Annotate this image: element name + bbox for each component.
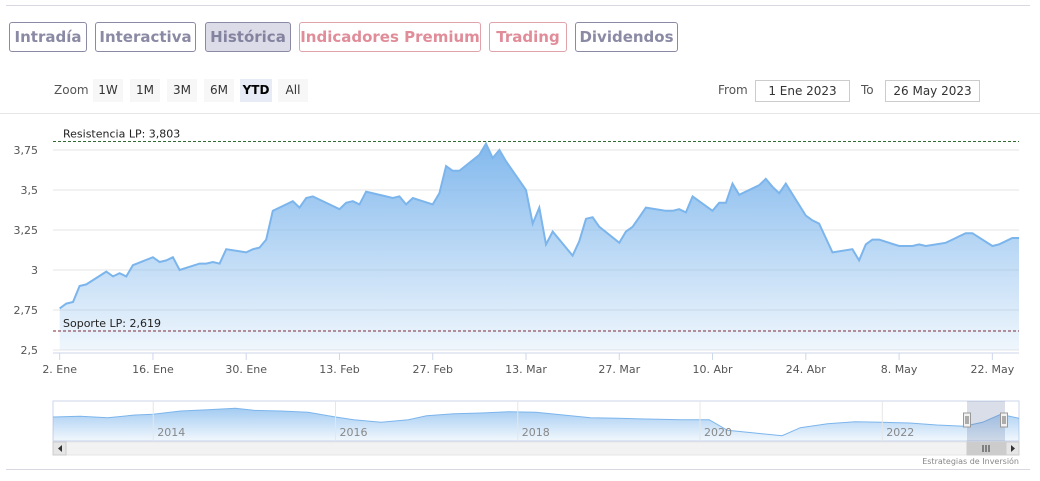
series-area [59, 143, 1019, 350]
x-tick-label: 2. Ene [42, 363, 77, 376]
navigator-handle-right[interactable] [1000, 412, 1008, 428]
zoom-ytd-button[interactable]: YTD [240, 79, 272, 102]
top-divider [6, 5, 1030, 6]
tab-historica[interactable]: Histórica [205, 22, 291, 52]
arrow-left-icon [58, 445, 62, 452]
x-tick-label: 22. May [970, 363, 1014, 376]
zoom-1w-button[interactable]: 1W [93, 79, 123, 102]
navigator-year-label: 2022 [886, 426, 914, 439]
y-tick-label: 2,75 [14, 304, 39, 317]
to-date-input[interactable] [885, 80, 980, 102]
y-tick-label: 2,5 [21, 344, 39, 357]
x-tick-label: 10. Abr [693, 363, 733, 376]
zoom-all-button[interactable]: All [278, 79, 308, 102]
x-tick-label: 13. Mar [505, 363, 547, 376]
tab-dividendos[interactable]: Dividendos [575, 22, 678, 52]
from-label: From [718, 83, 748, 97]
x-tick-label: 13. Feb [319, 363, 359, 376]
tab-indicadores-premium[interactable]: Indicadores Premium [299, 22, 481, 52]
x-tick-label: 8. May [881, 363, 918, 376]
x-tick-label: 27. Mar [598, 363, 640, 376]
y-tick-label: 3,25 [14, 224, 39, 237]
zoom-6m-button[interactable]: 6M [204, 79, 234, 102]
navigator-year-label: 2016 [340, 426, 368, 439]
y-tick-label: 3 [31, 264, 38, 277]
y-tick-label: 3,5 [21, 184, 39, 197]
y-tick-label: 3,75 [14, 144, 39, 157]
zoom-3m-button[interactable]: 3M [167, 79, 197, 102]
resistance-label: Resistencia LP: 3,803 [63, 128, 180, 141]
navigator-year-label: 2020 [704, 426, 732, 439]
tab-trading[interactable]: Trading [489, 22, 567, 52]
x-tick-label: 24. Abr [786, 363, 826, 376]
x-tick-label: 27. Feb [413, 363, 453, 376]
x-tick-label: 16. Ene [132, 363, 174, 376]
navigator-year-label: 2014 [157, 426, 185, 439]
scrollbar-track [52, 441, 1020, 456]
to-label: To [861, 83, 874, 97]
navigator-line [52, 407, 1020, 437]
from-date-input[interactable] [755, 80, 850, 102]
zoom-1m-button[interactable]: 1M [130, 79, 160, 102]
credits-text: Estrategias de Inversión [922, 457, 1019, 466]
tab-intradia[interactable]: Intradía [9, 22, 87, 52]
zoom-label: Zoom [54, 83, 89, 97]
x-tick-label: 30. Ene [225, 363, 267, 376]
tab-interactiva[interactable]: Interactiva [95, 22, 196, 52]
navigator-handle-left[interactable] [963, 412, 971, 428]
navigator-year-label: 2018 [522, 426, 550, 439]
bottom-divider [6, 469, 1030, 470]
support-label: Soporte LP: 2,619 [63, 317, 161, 330]
navigator-mask [967, 401, 1005, 441]
arrow-right-icon [1011, 445, 1015, 452]
chart-top-border [0, 113, 1040, 114]
navigator-area [53, 408, 1019, 441]
